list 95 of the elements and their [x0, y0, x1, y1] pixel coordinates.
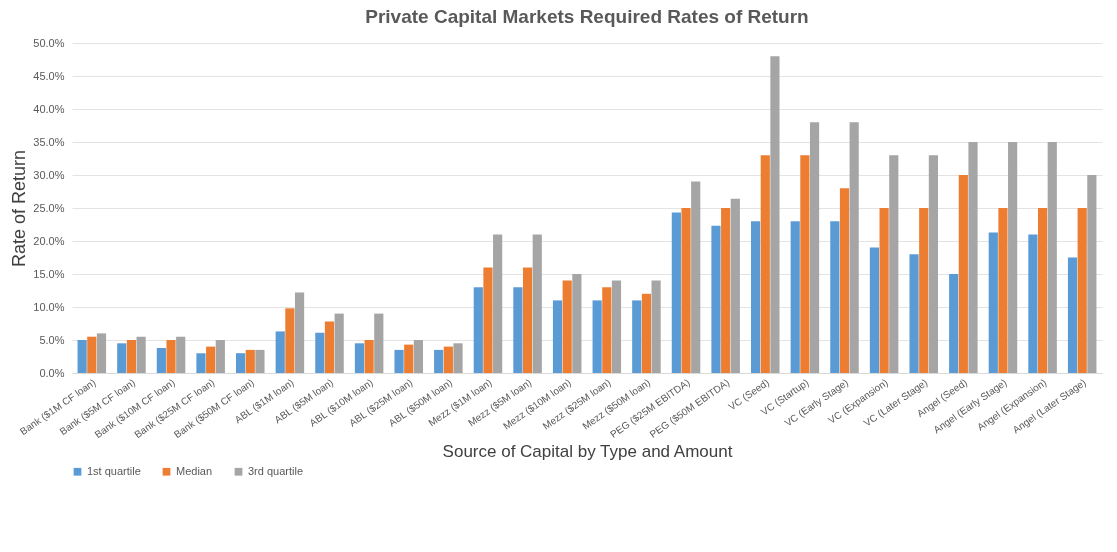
bar — [1067, 257, 1078, 373]
bar — [294, 292, 305, 373]
bar — [909, 254, 919, 373]
bar — [572, 274, 582, 373]
bar — [691, 181, 701, 373]
bar — [760, 155, 770, 373]
bar — [869, 247, 880, 373]
y-tick-label: 5.0% — [39, 333, 65, 346]
bar — [721, 208, 731, 373]
bar — [394, 349, 404, 373]
legend-label: 3rd quartile — [248, 464, 304, 477]
y-tick-label: 50.0% — [33, 36, 65, 49]
bar — [206, 346, 216, 373]
bar — [493, 234, 503, 373]
bar — [117, 343, 127, 373]
bar — [443, 346, 453, 373]
legend-label: Median — [176, 464, 213, 477]
bar — [958, 175, 968, 373]
bar — [949, 274, 959, 373]
bar — [730, 198, 740, 373]
bar — [275, 331, 285, 373]
bar — [800, 155, 810, 373]
bar — [315, 332, 325, 373]
y-tick-label: 20.0% — [33, 234, 65, 247]
bar — [809, 122, 820, 373]
bar — [651, 280, 661, 373]
x-axis-title: Source of Capital by Type and Amount — [442, 442, 733, 462]
bar — [889, 155, 899, 373]
bar — [434, 349, 444, 373]
bar — [245, 349, 255, 373]
bar — [1047, 142, 1057, 373]
bar — [602, 287, 612, 373]
bar — [879, 208, 889, 373]
bar — [849, 122, 859, 373]
bar — [681, 208, 691, 373]
y-tick-label: 35.0% — [33, 135, 65, 148]
y-tick-label: 0.0% — [39, 366, 65, 379]
bar — [1037, 208, 1048, 373]
bar — [404, 344, 414, 373]
bar — [790, 221, 800, 373]
bar — [374, 313, 384, 373]
bar — [166, 340, 176, 373]
bar — [364, 340, 374, 373]
y-tick-label: 45.0% — [33, 69, 65, 82]
bar — [1028, 234, 1038, 373]
bar — [928, 155, 938, 373]
y-tick-label: 40.0% — [33, 102, 65, 115]
bar — [770, 56, 780, 373]
bar — [236, 353, 246, 373]
bar — [285, 308, 295, 373]
bar — [632, 300, 642, 373]
bar — [998, 208, 1008, 373]
legend-label: 1st quartile — [87, 464, 141, 477]
y-tick-label: 15.0% — [33, 267, 65, 280]
bar — [562, 280, 572, 373]
bar — [968, 142, 978, 373]
y-axis-title: Rate of Return — [9, 149, 30, 268]
bar — [334, 313, 344, 373]
y-tick-label: 25.0% — [33, 201, 65, 214]
bar — [522, 267, 533, 373]
bar — [136, 336, 146, 373]
bar — [671, 212, 681, 373]
bar — [255, 349, 265, 373]
bar — [126, 340, 137, 373]
bar — [354, 343, 365, 373]
bar — [176, 336, 186, 373]
bar — [532, 234, 542, 373]
bar — [413, 340, 423, 373]
bar — [1087, 175, 1097, 373]
bar — [96, 333, 107, 373]
bar — [77, 340, 87, 373]
bar — [830, 221, 840, 373]
bar — [513, 287, 523, 373]
bar — [215, 340, 225, 373]
bar — [156, 347, 166, 373]
bar — [1077, 208, 1087, 373]
y-tick-label: 10.0% — [33, 300, 65, 313]
bar — [711, 225, 721, 373]
bar — [196, 353, 206, 373]
chart-title: Private Capital Markets Required Rates of Return — [365, 6, 809, 27]
bar — [473, 287, 483, 373]
bar — [751, 221, 761, 373]
bar — [324, 321, 335, 373]
bar — [453, 343, 463, 373]
bar — [839, 188, 850, 373]
bar — [919, 208, 929, 373]
bar — [611, 280, 622, 373]
bar — [552, 300, 563, 373]
bar — [988, 232, 998, 373]
bar — [592, 300, 602, 373]
bar — [87, 336, 97, 373]
bar — [1008, 142, 1018, 373]
bar — [483, 267, 493, 373]
bar — [641, 293, 652, 373]
y-tick-label: 30.0% — [33, 168, 65, 181]
